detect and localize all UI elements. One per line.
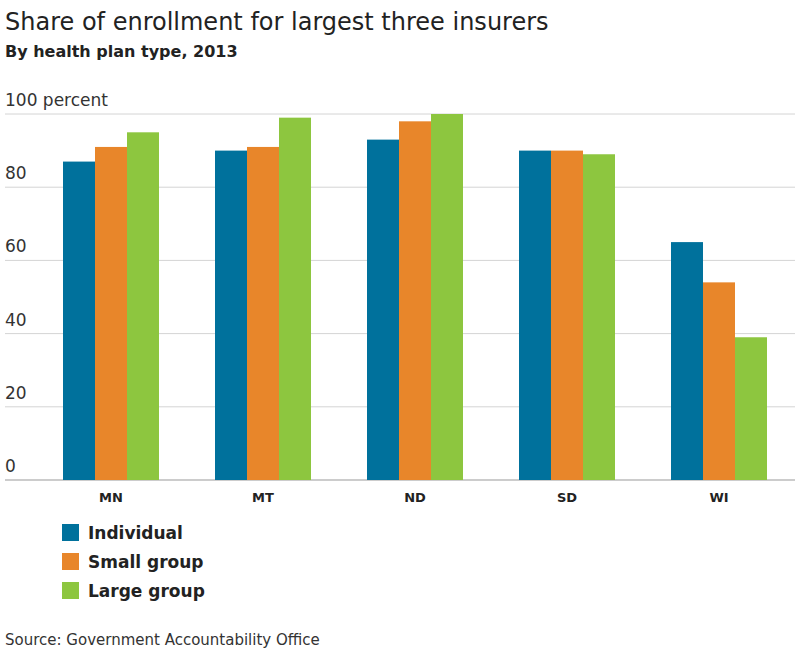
bar: [63, 162, 95, 480]
y-tick-label: 20: [5, 383, 27, 403]
bar: [519, 151, 551, 480]
legend-label: Individual: [88, 523, 183, 543]
y-tick-label: 0: [5, 456, 16, 476]
legend-swatch: [62, 524, 79, 541]
x-tick-label: MN: [99, 490, 123, 505]
bar: [703, 282, 735, 480]
x-tick-label: WI: [709, 490, 728, 505]
bar: [215, 151, 247, 480]
x-tick-label: MT: [252, 490, 274, 505]
bar: [399, 121, 431, 480]
bar: [671, 242, 703, 480]
y-tick-label: 80: [5, 163, 27, 183]
y-tick-label: 40: [5, 310, 27, 330]
subtitle: By health plan type, 2013: [5, 42, 238, 61]
legend: Individual Small group Large group: [62, 523, 205, 601]
legend-swatch: [62, 582, 79, 599]
bar: [367, 140, 399, 480]
legend-label: Large group: [88, 581, 205, 601]
bar: [279, 118, 311, 480]
x-tick-label: ND: [404, 490, 426, 505]
bar: [431, 114, 463, 480]
title: Share of enrollment for largest three in…: [5, 8, 549, 36]
source: Source: Government Accountability Office: [5, 631, 320, 649]
bar: [735, 337, 767, 480]
bar: [247, 147, 279, 480]
bar: [95, 147, 127, 480]
bar: [127, 132, 159, 480]
grid-line: [5, 114, 795, 115]
y-tick-label: 100 percent: [5, 90, 108, 110]
legend-label: Small group: [88, 552, 204, 572]
bar: [583, 154, 615, 480]
legend-swatch: [62, 553, 79, 570]
chart: Share of enrollment for largest three in…: [0, 0, 800, 654]
x-tick-label: SD: [557, 490, 577, 505]
grid: [5, 114, 795, 480]
bars: [63, 114, 767, 480]
y-tick-label: 60: [5, 236, 27, 256]
bar: [551, 151, 583, 480]
